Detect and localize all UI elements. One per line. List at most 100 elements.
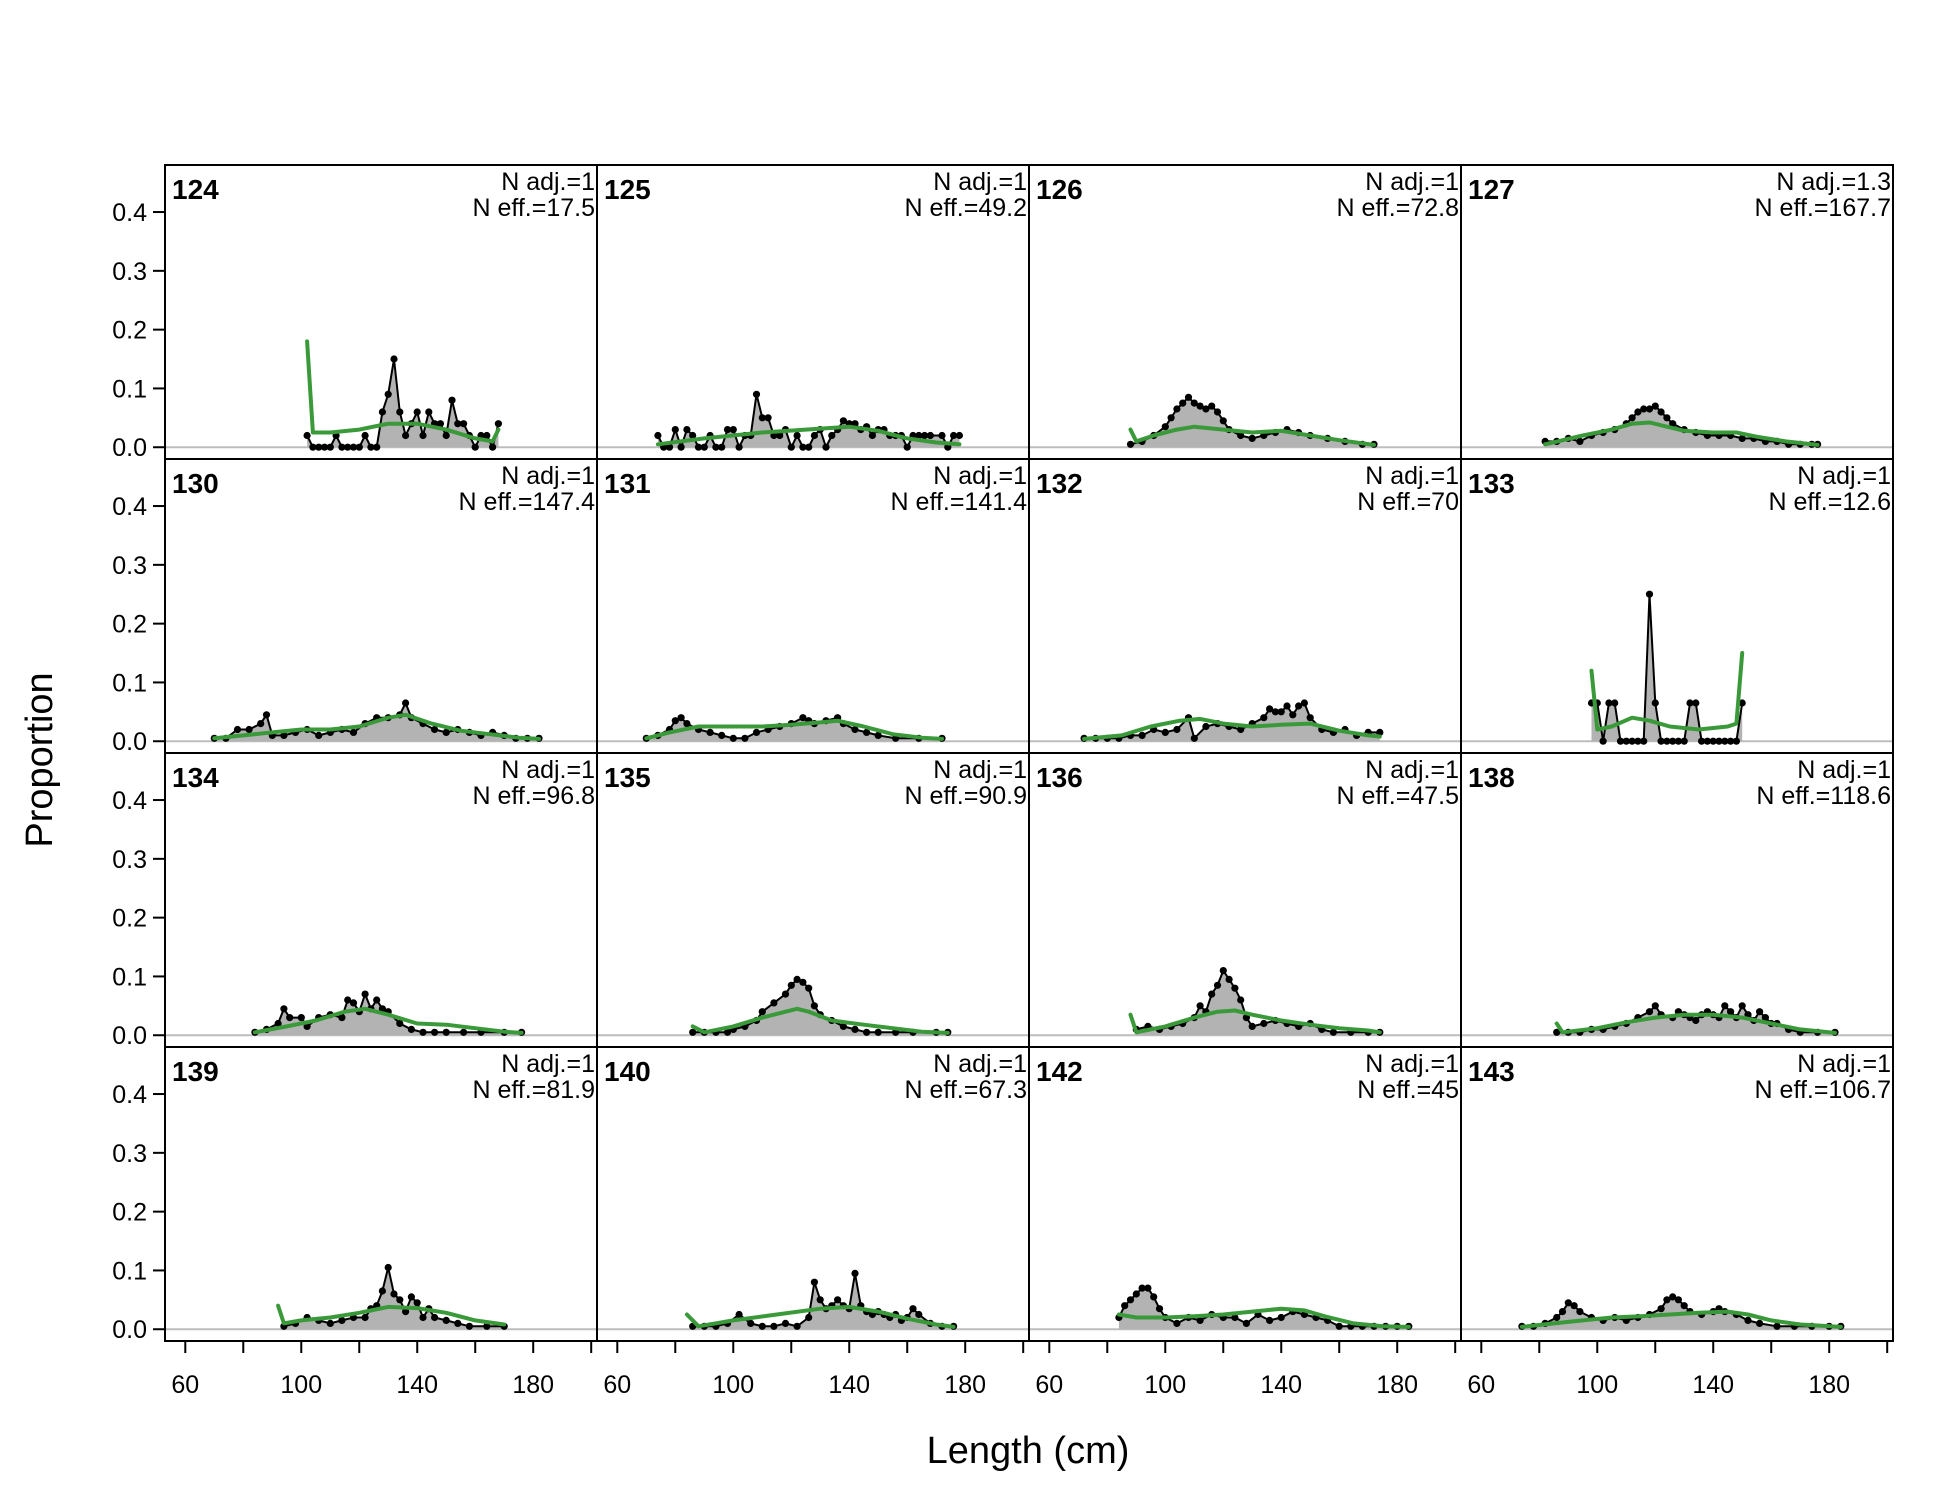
n-adj-label: N adj.=1 bbox=[1365, 462, 1459, 490]
observed-point bbox=[1300, 699, 1308, 707]
observed-point bbox=[1738, 1002, 1746, 1010]
observed-point bbox=[723, 1028, 732, 1036]
observed-point bbox=[863, 1028, 871, 1036]
expected-line bbox=[690, 1006, 950, 1035]
observed-point bbox=[689, 431, 697, 440]
observed-point bbox=[874, 731, 882, 740]
observed-point bbox=[326, 1319, 334, 1327]
expected-line bbox=[305, 339, 501, 444]
observed-point bbox=[1208, 990, 1216, 998]
x-tick-label: 60 bbox=[1035, 1371, 1063, 1399]
observed-point bbox=[955, 431, 964, 440]
n-eff-label: N eff.=49.2 bbox=[904, 194, 1027, 222]
observed-point bbox=[1698, 737, 1706, 745]
observed-point bbox=[402, 699, 410, 707]
observed-point bbox=[1138, 731, 1146, 740]
observed-point bbox=[1628, 414, 1636, 422]
observed-point bbox=[494, 420, 502, 428]
observed-point bbox=[718, 731, 726, 740]
observed-point bbox=[1715, 737, 1723, 745]
y-tick-label: 0.2 bbox=[112, 611, 147, 639]
n-adj-label: N adj.=1 bbox=[1365, 168, 1459, 196]
observed-point bbox=[1721, 1002, 1729, 1010]
observed-point bbox=[1260, 1019, 1268, 1028]
observed-point bbox=[1179, 399, 1187, 407]
observed-point bbox=[315, 443, 323, 451]
observed-point bbox=[245, 725, 253, 734]
observed-point bbox=[1213, 408, 1222, 416]
y-tick-label: 0.0 bbox=[112, 434, 147, 462]
observed-point bbox=[776, 431, 784, 440]
observed-point bbox=[793, 975, 801, 984]
observed-point bbox=[1576, 437, 1584, 445]
observed-point bbox=[419, 1313, 427, 1322]
observed-point bbox=[735, 443, 743, 451]
observed-point bbox=[361, 1313, 369, 1322]
observed-point bbox=[1570, 1302, 1578, 1310]
observed-point bbox=[816, 1296, 824, 1304]
panel-id-label: 135 bbox=[604, 762, 651, 793]
observed-point bbox=[442, 1316, 450, 1324]
observed-point bbox=[839, 1022, 848, 1030]
observed-point bbox=[425, 408, 433, 416]
observed-point bbox=[402, 431, 410, 440]
observed-point bbox=[770, 999, 778, 1007]
observed-point bbox=[1773, 1322, 1781, 1330]
observed-point bbox=[1150, 1293, 1158, 1301]
observed-point bbox=[436, 420, 444, 428]
observed-point bbox=[1663, 737, 1671, 745]
observed-point bbox=[419, 1028, 427, 1036]
observed-point bbox=[1686, 699, 1694, 707]
observed-point bbox=[1237, 431, 1245, 440]
observed-point bbox=[1242, 1319, 1250, 1327]
expected-line bbox=[644, 718, 944, 741]
observed-point bbox=[747, 1319, 755, 1327]
n-eff-label: N eff.=167.7 bbox=[1755, 194, 1891, 222]
observed-point bbox=[1761, 1014, 1769, 1022]
observed-point bbox=[1376, 728, 1384, 737]
observed-point bbox=[396, 408, 404, 416]
n-eff-label: N eff.=96.8 bbox=[472, 782, 595, 810]
observed-point bbox=[390, 355, 398, 363]
x-tick-label: 100 bbox=[1144, 1371, 1186, 1399]
observed-point bbox=[378, 1287, 386, 1295]
observed-point bbox=[863, 728, 871, 737]
expected-line bbox=[1589, 651, 1745, 732]
y-tick-label: 0.4 bbox=[112, 199, 147, 227]
observed-point bbox=[799, 443, 807, 451]
observed-point bbox=[1599, 737, 1607, 745]
observed-point bbox=[1121, 1302, 1129, 1310]
observed-point bbox=[758, 1322, 766, 1330]
panel-id-label: 125 bbox=[604, 174, 651, 205]
observed-point bbox=[1663, 414, 1671, 422]
observed-point bbox=[315, 731, 323, 740]
observed-point bbox=[1651, 1002, 1659, 1010]
expected-line bbox=[1128, 424, 1376, 447]
observed-point bbox=[407, 1293, 415, 1301]
observed-point bbox=[1657, 1305, 1665, 1313]
observed-point bbox=[683, 426, 691, 434]
observed-point bbox=[431, 1313, 439, 1322]
x-tick-label: 140 bbox=[1692, 1371, 1734, 1399]
observed-point bbox=[1132, 1290, 1140, 1298]
observed-point bbox=[1680, 1302, 1688, 1310]
observed-point bbox=[810, 1002, 819, 1010]
observed-point bbox=[384, 390, 392, 398]
observed-point bbox=[1756, 1008, 1764, 1016]
observed-point bbox=[810, 431, 819, 440]
observed-point bbox=[735, 1310, 743, 1319]
observed-point bbox=[1219, 967, 1227, 975]
observed-point bbox=[338, 443, 346, 451]
observed-point bbox=[280, 1005, 288, 1013]
y-tick-label: 0.4 bbox=[112, 493, 147, 521]
observed-point bbox=[950, 431, 958, 440]
observed-point bbox=[1616, 737, 1625, 745]
observed-point bbox=[1645, 405, 1654, 413]
observed-point bbox=[712, 443, 720, 451]
n-eff-label: N eff.=17.5 bbox=[472, 194, 595, 222]
observed-point bbox=[1161, 423, 1169, 431]
n-adj-label: N adj.=1 bbox=[501, 756, 595, 784]
observed-point bbox=[805, 443, 813, 451]
observed-point bbox=[677, 443, 685, 451]
